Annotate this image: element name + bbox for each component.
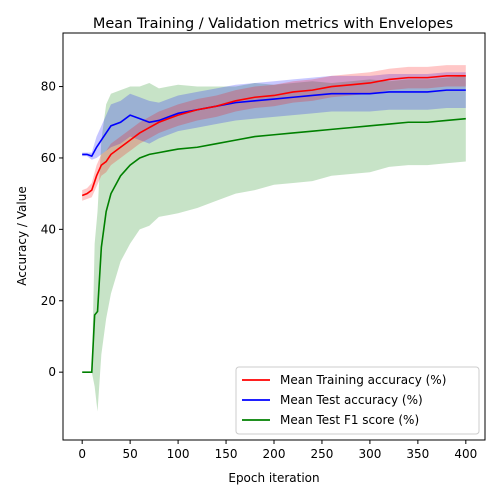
x-tick-label: 100	[167, 447, 190, 461]
chart-title: Mean Training / Validation metrics with …	[93, 16, 453, 32]
line-series-1	[81, 75, 466, 197]
legend-label-1: Mean Training accuracy (%)	[280, 373, 446, 387]
x-axis-label: Epoch iteration	[228, 471, 319, 485]
x-tick-label: 50	[122, 447, 137, 461]
y-tick-label: 0	[48, 365, 56, 379]
x-tick-label: 0	[78, 447, 86, 461]
envelope-series-1	[82, 65, 466, 201]
legend-box	[235, 366, 480, 435]
envelope-series-3	[82, 75, 466, 412]
y-tick-label: 80	[41, 80, 56, 94]
legend: Mean Training accuracy (%) Mean Test accu…	[235, 366, 480, 435]
y-tick-label: 20	[41, 294, 56, 308]
x-tick-label: 250	[311, 447, 334, 461]
legend-label-2: Mean Test accuracy (%)	[280, 393, 423, 407]
y-axis-ticks: 0 20 40 60 80	[41, 80, 63, 379]
legend-label-3: Mean Test F1 score (%)	[280, 413, 419, 427]
x-tick-label: 350	[406, 447, 429, 461]
y-tick-label: 60	[41, 151, 56, 165]
y-axis-label: Accuracy / Value	[15, 186, 29, 285]
x-tick-label: 300	[358, 447, 381, 461]
series-envelopes	[82, 65, 466, 412]
y-tick-label: 40	[41, 222, 56, 236]
line-series-3	[82, 117, 466, 373]
x-tick-label: 400	[454, 447, 477, 461]
x-tick-label: 150	[215, 447, 238, 461]
x-axis-ticks: 0 50 100 150 200 250 300 350 400	[78, 440, 477, 461]
x-tick-label: 200	[263, 447, 286, 461]
series-lines	[81, 75, 466, 373]
